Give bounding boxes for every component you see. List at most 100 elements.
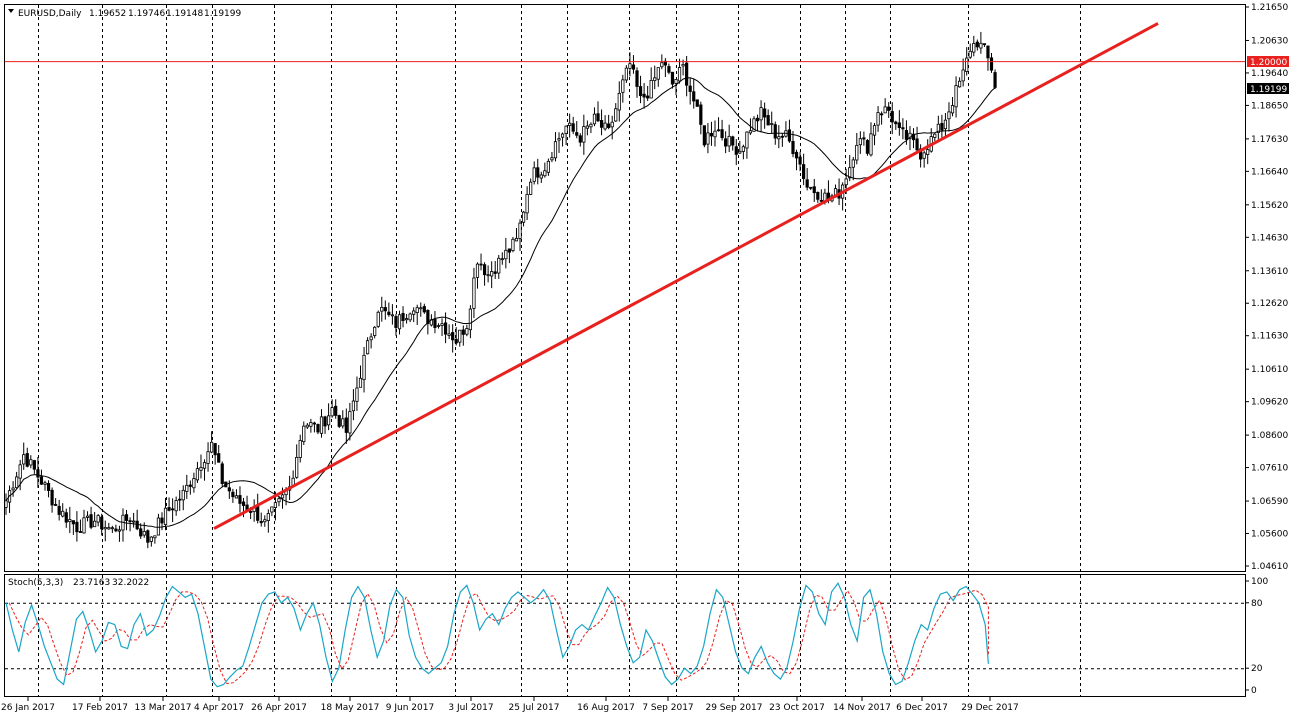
bear-candle bbox=[114, 528, 118, 532]
bear-candle bbox=[78, 531, 83, 533]
x-tick-label: 17 Feb 2017 bbox=[72, 703, 128, 713]
bear-candle bbox=[178, 498, 182, 501]
bear-candle bbox=[646, 95, 650, 99]
bull-candle bbox=[373, 326, 377, 336]
y-tick-label: 1.13610 bbox=[1251, 267, 1288, 277]
bull-candle bbox=[553, 141, 558, 159]
x-tick-label: 13 Mar 2017 bbox=[134, 703, 191, 713]
stoch-tick-label: 100 bbox=[1251, 577, 1268, 587]
x-tick-label: 6 Dec 2017 bbox=[896, 703, 948, 713]
y-tick-label: 1.08600 bbox=[1251, 431, 1288, 441]
bull-candle bbox=[660, 62, 664, 68]
bull-candle bbox=[309, 422, 313, 427]
bear-candle bbox=[46, 483, 51, 491]
bull-candle bbox=[681, 64, 685, 67]
bear-candle bbox=[578, 135, 582, 143]
price-axis: 1.21650 1.20630 1.19640 1.18650 1.17630 1.166… bbox=[1245, 3, 1288, 572]
bear-candle bbox=[238, 495, 242, 504]
bull-candle bbox=[103, 527, 107, 530]
bull-candle bbox=[326, 415, 331, 426]
bull-candle bbox=[525, 194, 529, 214]
bull-candle bbox=[199, 467, 203, 471]
bull-candle bbox=[624, 67, 628, 81]
bull-candle bbox=[295, 456, 299, 478]
trendline[interactable] bbox=[213, 22, 1159, 530]
bull-candle bbox=[713, 130, 717, 138]
bull-candle bbox=[362, 354, 366, 381]
bull-candle bbox=[514, 237, 519, 242]
bull-candle bbox=[883, 106, 887, 114]
bear-candle bbox=[794, 151, 799, 159]
bull-candle bbox=[142, 531, 146, 536]
bull-candle bbox=[107, 527, 111, 530]
y-tick-label: 1.15620 bbox=[1251, 201, 1288, 211]
bull-candle bbox=[947, 111, 951, 120]
bull-candle bbox=[560, 133, 565, 138]
bull-candle bbox=[117, 529, 122, 532]
bull-candle bbox=[305, 424, 309, 428]
chart-header: EURUSD,Daily 1.19652 1.19746 1.19148 1.1… bbox=[8, 9, 241, 19]
bull-candle bbox=[855, 144, 859, 161]
bear-candle bbox=[787, 129, 792, 142]
bull-candle bbox=[273, 502, 278, 508]
bear-candle bbox=[631, 64, 636, 70]
bull-candle bbox=[18, 464, 22, 479]
bear-candle bbox=[692, 91, 696, 102]
bear-candle bbox=[716, 129, 721, 132]
bear-candle bbox=[812, 186, 816, 194]
bear-candle bbox=[816, 191, 820, 200]
stoch-axis: 100 80 20 0 bbox=[1245, 577, 1268, 696]
bear-candle bbox=[880, 113, 884, 116]
stoch-pane-frame bbox=[4, 574, 1246, 697]
bull-candle bbox=[468, 308, 472, 331]
bull-candle bbox=[475, 263, 480, 278]
bear-candle bbox=[454, 338, 458, 344]
dropdown-arrow-icon[interactable] bbox=[8, 9, 14, 13]
bear-candle bbox=[887, 106, 891, 111]
price-badge: 1.19199 bbox=[1247, 83, 1289, 95]
bull-candle bbox=[4, 500, 8, 508]
bear-candle bbox=[571, 123, 575, 132]
y-tick-label: 1.19640 bbox=[1251, 69, 1288, 79]
bear-candle bbox=[383, 307, 387, 312]
bull-candle bbox=[979, 42, 983, 49]
bull-candle bbox=[649, 79, 653, 99]
bear-candle bbox=[39, 476, 44, 485]
bear-candle bbox=[986, 45, 990, 59]
bear-candle bbox=[731, 136, 735, 146]
bull-candle bbox=[234, 495, 239, 499]
moving-average-line bbox=[5, 77, 996, 528]
bull-candle bbox=[936, 123, 940, 133]
bull-candle bbox=[546, 160, 550, 173]
y-tick-label: 1.05600 bbox=[1251, 530, 1288, 540]
bull-candle bbox=[539, 174, 543, 179]
x-tick-label: 3 Jul 2017 bbox=[448, 703, 493, 713]
y-tick-label: 1.14630 bbox=[1251, 233, 1288, 243]
bull-candle bbox=[677, 67, 682, 82]
bull-candle bbox=[674, 79, 678, 84]
bull-candle bbox=[844, 178, 848, 186]
bull-candle bbox=[610, 121, 614, 128]
y-tick-label: 1.04610 bbox=[1251, 562, 1288, 572]
bull-candle bbox=[950, 105, 955, 114]
symbol-label: EURUSD,Daily bbox=[18, 9, 82, 19]
bull-candle bbox=[96, 515, 100, 523]
bear-candle bbox=[667, 66, 671, 73]
bull-candle bbox=[568, 122, 572, 126]
bull-candle bbox=[93, 520, 97, 528]
x-tick-label: 18 May 2017 bbox=[321, 703, 380, 713]
bull-candle bbox=[277, 498, 281, 503]
bear-candle bbox=[596, 113, 600, 122]
bear-candle bbox=[25, 453, 29, 467]
y-tick-label: 1.21650 bbox=[1251, 3, 1288, 13]
bull-candle bbox=[653, 77, 657, 81]
bull-candle bbox=[192, 478, 196, 489]
y-tick-label: 1.07610 bbox=[1251, 464, 1288, 474]
bull-candle bbox=[397, 314, 402, 330]
bear-candle bbox=[982, 43, 987, 46]
bull-candle bbox=[543, 170, 547, 177]
bull-candle bbox=[876, 112, 880, 126]
